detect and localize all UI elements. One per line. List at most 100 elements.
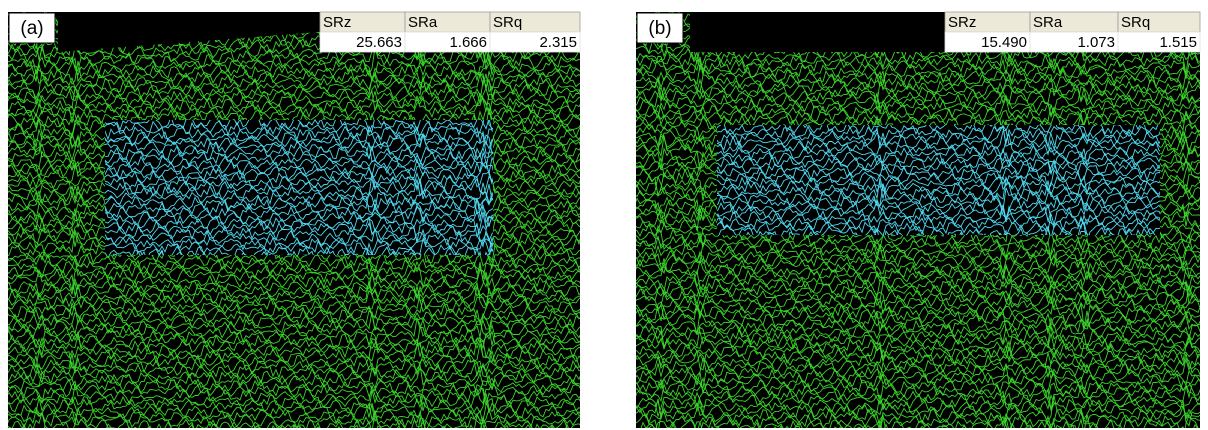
profile-trace <box>8 281 580 301</box>
profile-trace <box>636 278 1200 307</box>
profile-trace <box>636 333 1200 360</box>
profile-trace <box>636 48 1200 72</box>
panel-label-box <box>8 12 56 44</box>
profile-trace <box>8 85 580 116</box>
profile-trace <box>105 145 493 166</box>
table-header: SRz <box>948 14 976 31</box>
profile-trace <box>636 269 1200 298</box>
table-header: SRa <box>1033 14 1063 31</box>
profile-trace <box>636 258 1200 286</box>
profile-trace <box>105 124 493 154</box>
profile-trace <box>8 256 580 280</box>
table-value: 1.666 <box>449 34 487 51</box>
profile-trace <box>8 45 580 76</box>
profile-trace <box>717 194 1160 219</box>
profile-trace <box>8 40 580 71</box>
profile-trace <box>8 366 580 390</box>
profile-trace <box>636 391 1200 420</box>
profile-trace <box>636 297 1200 326</box>
profile-trace <box>636 291 1200 322</box>
profile-trace <box>105 242 493 255</box>
profile-trace <box>8 387 580 414</box>
profile-trace <box>105 184 493 215</box>
profile-trace <box>105 133 493 160</box>
profile-trace <box>105 175 493 196</box>
profile-trace <box>636 64 1200 87</box>
profile-trace <box>636 409 1200 428</box>
profile-trace <box>726 226 1149 235</box>
profile-trace <box>717 125 1160 153</box>
panel-label: (b) <box>648 18 671 39</box>
profile-trace <box>717 147 1160 175</box>
profile-trace <box>105 199 493 227</box>
profile-trace <box>8 396 580 422</box>
profile-trace <box>636 96 1200 121</box>
profile-trace <box>636 85 1200 115</box>
profile-trace <box>636 376 1200 405</box>
profile-trace <box>636 220 1200 253</box>
profile-trace <box>636 87 1200 112</box>
profile-trace <box>636 323 1200 350</box>
profile-trace <box>717 145 1160 167</box>
table-value: 1.073 <box>1077 34 1115 51</box>
profile-trace <box>636 269 1200 299</box>
profile-trace <box>636 246 1200 275</box>
profile-trace <box>105 142 493 170</box>
profile-trace <box>717 175 1160 201</box>
profile-trace <box>636 404 1200 428</box>
profile-trace <box>636 69 1200 103</box>
profile-trace <box>105 152 493 186</box>
profile-trace <box>636 339 1200 371</box>
profile-trace <box>8 95 580 125</box>
profile-trace <box>636 395 1200 428</box>
unmeasured-region <box>690 12 945 52</box>
profile-trace <box>8 353 580 378</box>
profile-trace <box>636 389 1200 418</box>
profile-trace <box>636 46 1200 77</box>
profile-trace <box>717 132 1160 161</box>
table-value: 2.315 <box>539 34 577 51</box>
profile-trace <box>717 203 1160 230</box>
profile-trace <box>636 352 1200 380</box>
profile-trace <box>717 125 1160 150</box>
table-header: SRa <box>408 14 438 31</box>
profile-trace <box>636 310 1200 336</box>
profile-trace <box>105 228 493 247</box>
table-header: SRz <box>323 14 351 31</box>
profile-trace <box>8 393 580 422</box>
profile-trace <box>8 292 580 317</box>
profile-trace <box>636 53 1200 79</box>
profile-trace <box>717 151 1160 174</box>
table-value: 1.515 <box>1159 34 1197 51</box>
profile-trace <box>8 343 580 370</box>
panel-label: (a) <box>20 18 43 39</box>
profile-trace <box>636 241 1200 268</box>
profile-trace <box>8 68 580 92</box>
surface-panel: (a) SRz 25.663 SRa 1.666 SRq 2.315 <box>8 11 581 428</box>
profile-trace <box>105 162 493 181</box>
profile-trace <box>636 92 1200 120</box>
profile-trace <box>636 77 1200 106</box>
profile-trace <box>105 228 493 255</box>
selection-group <box>717 125 1160 235</box>
profile-trace <box>8 85 580 111</box>
profile-trace <box>636 69 1200 96</box>
profile-trace <box>636 236 1200 267</box>
profile-trace <box>105 171 493 204</box>
profile-trace <box>8 260 580 291</box>
profile-trace <box>717 158 1160 182</box>
profile-trace <box>8 406 580 428</box>
table-value: 25.663 <box>356 34 402 51</box>
profile-trace <box>8 297 580 325</box>
profile-trace <box>105 191 493 218</box>
profile-trace <box>636 104 1200 128</box>
profile-trace <box>105 125 493 147</box>
profile-trace <box>636 224 1200 253</box>
profile-trace <box>717 176 1160 197</box>
profile-trace <box>105 170 493 191</box>
profile-trace <box>636 284 1200 315</box>
profile-trace <box>717 198 1160 226</box>
profile-trace <box>636 370 1200 394</box>
profile-trace <box>636 309 1200 335</box>
